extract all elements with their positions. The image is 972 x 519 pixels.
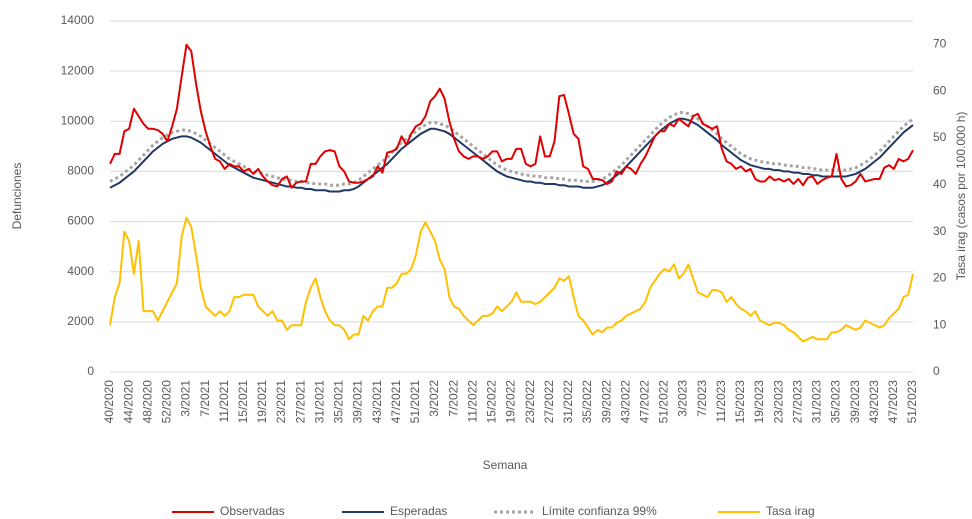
- series-line: [109, 117, 914, 193]
- legend-label: Esperadas: [390, 504, 447, 518]
- x-tick-label: 31/2023: [810, 380, 824, 424]
- series-line: [109, 216, 914, 343]
- y2-axis-title: Tasa irag (casos por 100.000 h): [954, 112, 968, 281]
- x-tick-label: 3/2021: [179, 380, 193, 417]
- x-tick-label: 51/2022: [657, 380, 671, 424]
- y2-tick-label: 30: [933, 224, 947, 238]
- x-tick-label: 27/2022: [542, 380, 556, 424]
- y-axis-title: Defunciones: [10, 163, 24, 230]
- x-tick-label: 31/2021: [312, 380, 326, 424]
- x-tick-label: 51/2021: [408, 380, 422, 424]
- x-tick-label: 15/2022: [485, 380, 499, 424]
- x-tick-label: 23/2022: [523, 380, 537, 424]
- y2-tick-label: 50: [933, 130, 947, 144]
- y-tick-label: 12000: [61, 63, 95, 77]
- x-tick-label: 11/2022: [465, 380, 479, 423]
- x-tick-label: 3/2022: [427, 380, 441, 417]
- x-tick-label: 47/2022: [638, 380, 652, 424]
- x-tick-label: 27/2023: [790, 380, 804, 424]
- x-tick-label: 39/2022: [599, 380, 613, 424]
- x-tick-label: 15/2021: [236, 380, 250, 424]
- legend-label: Tasa irag: [766, 504, 815, 518]
- x-tick-label: 15/2023: [733, 380, 747, 424]
- x-tick-label: 44/2020: [121, 380, 135, 424]
- y-tick-label: 0: [87, 364, 94, 378]
- x-tick-label: 27/2021: [293, 380, 307, 424]
- x-tick-label: 11/2023: [714, 380, 728, 423]
- y-tick-label: 10000: [61, 113, 95, 127]
- x-tick-label: 43/2023: [867, 380, 881, 424]
- legend-label: Observadas: [220, 504, 285, 518]
- x-tick-label: 43/2021: [370, 380, 384, 424]
- x-tick-label: 7/2023: [695, 380, 709, 417]
- x-tick-label: 19/2021: [255, 380, 269, 424]
- y-tick-label: 14000: [61, 13, 95, 27]
- y2-tick-label: 0: [933, 364, 940, 378]
- x-tick-label: 40/2020: [102, 380, 116, 424]
- y-tick-label: 2000: [67, 314, 94, 328]
- x-tick-label: 48/2020: [140, 380, 154, 424]
- x-tick-label: 19/2022: [504, 380, 518, 424]
- legend-label: Límite confianza 99%: [542, 504, 657, 518]
- x-tick-label: 3/2023: [676, 380, 690, 417]
- y2-tick-label: 70: [933, 37, 947, 51]
- y-tick-label: 6000: [67, 214, 94, 228]
- x-axis-title: Semana: [483, 458, 528, 472]
- x-tick-label: 7/2021: [198, 380, 212, 417]
- series-line: [109, 43, 914, 189]
- x-tick-label: 11/2021: [217, 380, 231, 423]
- x-tick-label: 52/2020: [160, 380, 174, 424]
- x-tick-label: 35/2023: [829, 380, 843, 424]
- x-tick-label: 51/2023: [905, 380, 919, 424]
- x-tick-label: 39/2021: [351, 380, 365, 424]
- y-tick-label: 4000: [67, 264, 94, 278]
- y2-tick-label: 40: [933, 177, 947, 191]
- x-tick-label: 35/2022: [580, 380, 594, 424]
- x-tick-label: 31/2022: [561, 380, 575, 424]
- y-tick-label: 8000: [67, 164, 94, 178]
- x-tick-label: 47/2021: [389, 380, 403, 424]
- x-tick-label: 7/2022: [446, 380, 460, 417]
- y2-tick-label: 10: [933, 317, 947, 331]
- y2-tick-label: 20: [933, 271, 947, 285]
- x-tick-label: 23/2021: [274, 380, 288, 424]
- x-tick-label: 19/2023: [752, 380, 766, 424]
- x-tick-label: 43/2022: [618, 380, 632, 424]
- x-tick-label: 23/2023: [771, 380, 785, 424]
- x-tick-label: 39/2023: [848, 380, 862, 424]
- series-line: [109, 111, 914, 187]
- x-tick-label: 47/2023: [886, 380, 900, 424]
- x-tick-label: 35/2021: [332, 380, 346, 424]
- y2-tick-label: 60: [933, 83, 947, 97]
